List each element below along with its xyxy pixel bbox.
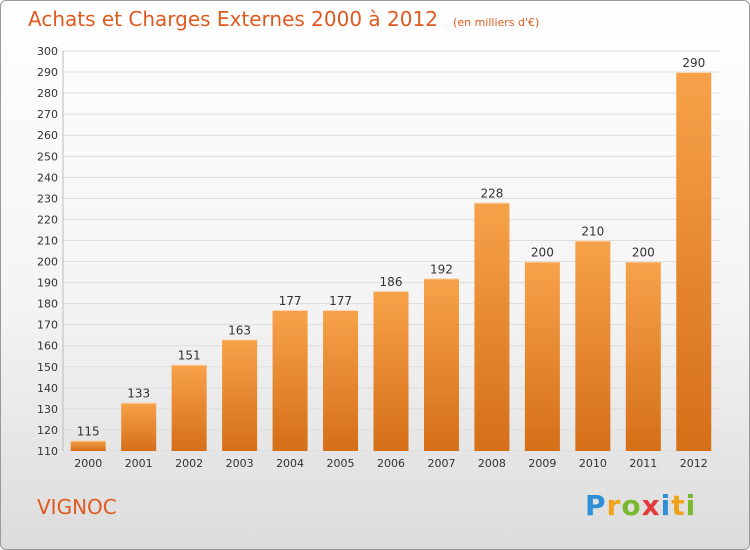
- bar: [323, 309, 359, 451]
- bar-value-label: 186: [380, 275, 403, 289]
- bar-value-label: 228: [480, 187, 503, 201]
- proxiti-logo: Proxiti: [585, 489, 696, 522]
- x-tick-label: 2001: [125, 457, 153, 470]
- y-tick-label: 300: [37, 45, 58, 58]
- y-tick-label: 270: [37, 108, 58, 121]
- y-tick-label: 160: [37, 340, 58, 353]
- y-tick-label: 130: [37, 403, 58, 416]
- bar-value-label: 290: [682, 56, 705, 70]
- y-tick-label: 230: [37, 192, 58, 205]
- bar-value-label: 200: [632, 246, 655, 260]
- x-tick-label: 2007: [427, 457, 455, 470]
- x-tick-label: 2000: [74, 457, 102, 470]
- y-tick-label: 120: [37, 424, 58, 437]
- x-tick-label: 2012: [680, 457, 708, 470]
- bar-value-label: 151: [178, 349, 201, 363]
- bar-value-labels: 115 133 151 163 177 177 186 192 228 200 210 200 290: [77, 56, 705, 438]
- bar-value-label: 200: [531, 246, 554, 260]
- bar: [676, 72, 712, 451]
- unit-text: (en milliers d'€): [453, 16, 540, 29]
- x-tick-label: 2003: [226, 457, 254, 470]
- y-tick-label: 150: [37, 361, 58, 374]
- y-tick-label: 170: [37, 319, 58, 332]
- x-tick-label: 2002: [175, 457, 203, 470]
- x-tick-label: 2004: [276, 457, 304, 470]
- x-tick-label: 2011: [629, 457, 657, 470]
- bar: [625, 261, 661, 451]
- chart-title: Achats et Charges Externes 2000 à 2012 (…: [28, 7, 539, 31]
- bar: [423, 278, 459, 451]
- x-axis-ticks: 2000 2001 2002 2003 2004 2005 2006 2007 2008 2009…: [74, 457, 708, 470]
- bar-value-label: 115: [77, 424, 100, 438]
- x-tick-label: 2008: [478, 457, 506, 470]
- bar-value-label: 210: [581, 224, 604, 238]
- y-axis-ticks: 110 120 130 140 150 160 170 180 190 200 210 220 230 2…: [37, 45, 58, 458]
- bar: [171, 364, 207, 451]
- y-tick-label: 280: [37, 87, 58, 100]
- bar-value-label: 192: [430, 262, 453, 276]
- bar-value-label: 163: [228, 323, 251, 337]
- bar: [222, 339, 258, 451]
- logo-letter: i: [660, 489, 672, 522]
- y-tick-label: 110: [37, 445, 58, 458]
- logo-letter: t: [671, 489, 686, 522]
- y-tick-label: 200: [37, 256, 58, 269]
- x-tick-label: 2009: [528, 457, 556, 470]
- y-tick-label: 210: [37, 234, 58, 247]
- commune-name: VIGNOC: [37, 495, 117, 519]
- bar: [121, 402, 157, 451]
- title-text: Achats et Charges Externes 2000 à 2012: [28, 7, 438, 31]
- logo-letter: P: [585, 489, 607, 522]
- logo-letter: i: [685, 489, 697, 522]
- x-tick-label: 2010: [579, 457, 607, 470]
- y-tick-label: 250: [37, 150, 58, 163]
- bar-value-label: 177: [329, 294, 352, 308]
- bar: [474, 202, 510, 451]
- x-tick-label: 2006: [377, 457, 405, 470]
- bar: [373, 291, 409, 451]
- bar-value-label: 177: [279, 294, 302, 308]
- y-tick-label: 220: [37, 213, 58, 226]
- bar: [70, 440, 106, 451]
- y-tick-label: 240: [37, 171, 58, 184]
- x-tick-label: 2005: [327, 457, 355, 470]
- bar: [575, 240, 611, 451]
- bar-value-label: 133: [127, 387, 150, 401]
- logo-letter: r: [606, 489, 622, 522]
- bar: [272, 309, 308, 451]
- logo-letter: x: [641, 489, 661, 522]
- y-tick-label: 260: [37, 129, 58, 142]
- logo-letter: o: [621, 489, 642, 522]
- y-tick-label: 140: [37, 382, 58, 395]
- y-tick-label: 190: [37, 277, 58, 290]
- bar: [524, 261, 560, 451]
- bars: [70, 72, 712, 451]
- y-tick-label: 180: [37, 298, 58, 311]
- y-tick-label: 290: [37, 66, 58, 79]
